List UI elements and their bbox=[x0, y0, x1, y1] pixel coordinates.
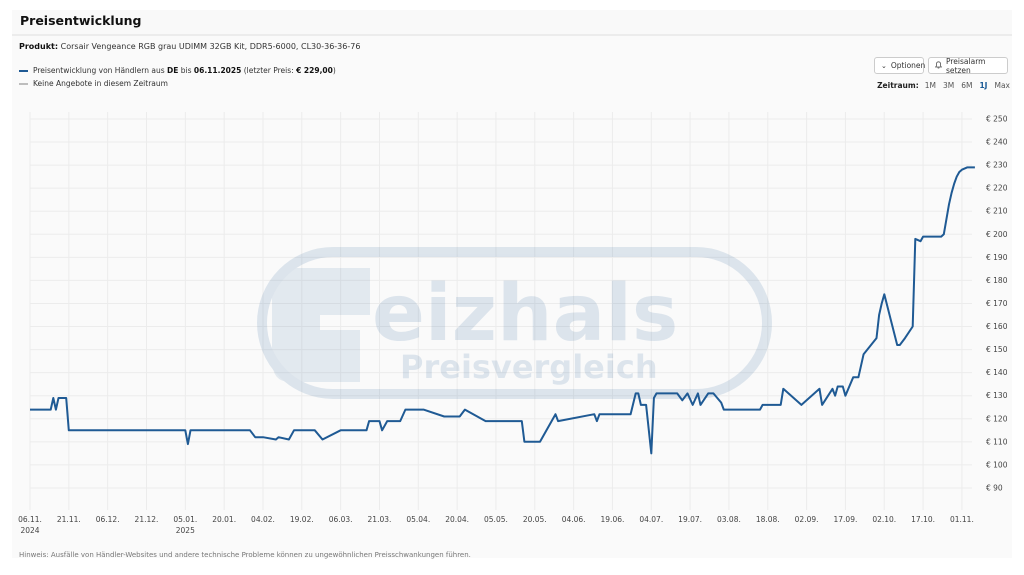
svg-text:04.06.: 04.06. bbox=[562, 515, 586, 524]
svg-text:€ 100: € 100 bbox=[986, 460, 1008, 469]
geizhals-watermark: eizhals Preisvergleich bbox=[257, 247, 772, 399]
svg-text:Preisvergleich: Preisvergleich bbox=[400, 348, 658, 386]
y-axis-labels: € 90 € 100 € 110 € 120 € 130 € 140 € 150 € 160 €… bbox=[986, 115, 1008, 493]
options-label: Optionen bbox=[890, 61, 926, 70]
svg-text:2024: 2024 bbox=[20, 526, 39, 535]
svg-text:20.04.: 20.04. bbox=[445, 515, 469, 524]
svg-text:04.07.: 04.07. bbox=[639, 515, 663, 524]
chart-grid bbox=[29, 112, 972, 510]
svg-text:19.07.: 19.07. bbox=[678, 515, 702, 524]
svg-text:€ 230: € 230 bbox=[986, 161, 1008, 170]
svg-text:€ 130: € 130 bbox=[986, 391, 1008, 400]
svg-text:02.10.: 02.10. bbox=[872, 515, 896, 524]
legend-item-series: Preisentwicklung von Händlern aus DE bis… bbox=[19, 64, 336, 77]
svg-text:17.10.: 17.10. bbox=[911, 515, 935, 524]
timerange-1j[interactable]: 1J bbox=[979, 81, 988, 90]
timerange-1m[interactable]: 1M bbox=[924, 81, 936, 90]
legend-series-text: Preisentwicklung von Händlern aus DE bis… bbox=[33, 66, 336, 75]
svg-text:03.08.: 03.08. bbox=[717, 515, 741, 524]
svg-text:21.12.: 21.12. bbox=[135, 515, 159, 524]
svg-text:19.02.: 19.02. bbox=[290, 515, 314, 524]
svg-text:19.06.: 19.06. bbox=[601, 515, 625, 524]
options-button[interactable]: ⌄ Optionen bbox=[874, 57, 926, 74]
product-label: Produkt: bbox=[19, 42, 59, 51]
svg-text:17.09.: 17.09. bbox=[834, 515, 858, 524]
svg-text:04.02.: 04.02. bbox=[251, 515, 275, 524]
svg-text:21.03.: 21.03. bbox=[368, 515, 392, 524]
price-line bbox=[30, 166, 975, 455]
timerange-6m[interactable]: 6M bbox=[961, 81, 973, 90]
svg-text:€ 180: € 180 bbox=[986, 276, 1008, 285]
x-axis-labels: 06.11. 2024 21.11. 06.12. 21.12. 05.01. 2025 20… bbox=[18, 515, 974, 535]
svg-text:20.01.: 20.01. bbox=[212, 515, 236, 524]
bell-icon bbox=[934, 60, 943, 71]
svg-text:eizhals: eizhals bbox=[372, 269, 678, 359]
panel-header: Preisentwicklung bbox=[12, 10, 1012, 36]
timerange-3m[interactable]: 3M bbox=[942, 81, 955, 90]
product-info: Produkt: Corsair Vengeance RGB grau UDIM… bbox=[19, 42, 360, 51]
no-offers-swatch bbox=[19, 82, 28, 85]
svg-text:06.03.: 06.03. bbox=[329, 515, 353, 524]
chevron-down-icon: ⌄ bbox=[881, 61, 887, 70]
svg-text:2025: 2025 bbox=[176, 526, 195, 535]
svg-text:€ 220: € 220 bbox=[986, 184, 1008, 193]
svg-text:€ 240: € 240 bbox=[986, 138, 1008, 147]
disclaimer-note: Hinweis: Ausfälle von Händler-Websites u… bbox=[19, 551, 471, 559]
svg-text:€ 250: € 250 bbox=[986, 115, 1008, 124]
svg-text:21.11.: 21.11. bbox=[57, 515, 81, 524]
timerange-selector: Zeitraum: 1M 3M 6M 1J Max bbox=[877, 81, 1010, 90]
svg-text:05.01.: 05.01. bbox=[173, 515, 197, 524]
svg-text:06.11.: 06.11. bbox=[18, 515, 42, 524]
svg-text:€ 190: € 190 bbox=[986, 253, 1008, 262]
svg-text:€ 90: € 90 bbox=[986, 483, 1003, 492]
svg-text:€ 140: € 140 bbox=[986, 368, 1008, 377]
svg-text:05.04.: 05.04. bbox=[406, 515, 430, 524]
price-alarm-label: Preisalarm setzen bbox=[946, 56, 986, 75]
product-name: Corsair Vengeance RGB grau UDIMM 32GB Ki… bbox=[60, 42, 361, 51]
svg-text:01.11.: 01.11. bbox=[950, 515, 974, 524]
svg-text:02.09.: 02.09. bbox=[795, 515, 819, 524]
svg-text:18.08.: 18.08. bbox=[756, 515, 780, 524]
page-title: Preisentwicklung bbox=[20, 13, 142, 28]
chart-legend: Preisentwicklung von Händlern aus DE bis… bbox=[19, 64, 336, 90]
legend-item-no-offers: Keine Angebote in diesem Zeitraum bbox=[19, 77, 336, 90]
svg-text:€ 170: € 170 bbox=[986, 299, 1008, 308]
svg-text:€ 120: € 120 bbox=[986, 414, 1008, 423]
svg-text:€ 110: € 110 bbox=[986, 437, 1008, 446]
svg-text:06.12.: 06.12. bbox=[96, 515, 120, 524]
price-alarm-button[interactable]: Preisalarm setzen bbox=[928, 56, 1008, 75]
svg-text:€ 200: € 200 bbox=[986, 230, 1008, 239]
timerange-max[interactable]: Max bbox=[994, 81, 1010, 90]
svg-text:€ 150: € 150 bbox=[986, 345, 1008, 354]
timerange-label: Zeitraum: bbox=[877, 81, 919, 90]
svg-text:€ 160: € 160 bbox=[986, 322, 1008, 331]
series-swatch bbox=[19, 69, 28, 72]
legend-no-offers-text: Keine Angebote in diesem Zeitraum bbox=[33, 79, 168, 88]
svg-text:20.05.: 20.05. bbox=[523, 515, 547, 524]
svg-text:05.05.: 05.05. bbox=[484, 515, 508, 524]
svg-text:€ 210: € 210 bbox=[986, 207, 1008, 216]
